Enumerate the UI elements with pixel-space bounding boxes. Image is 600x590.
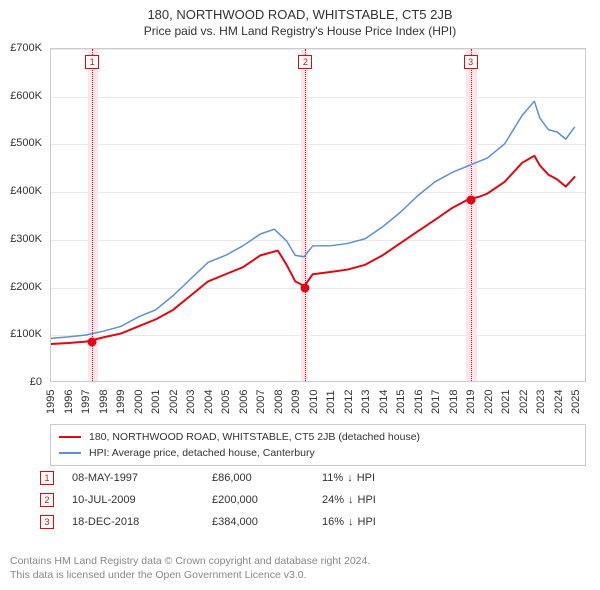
sale-price: £86,000 [212,472,322,484]
page-title: 180, NORTHWOOD ROAD, WHITSTABLE, CT5 2JB [0,0,600,24]
sale-dot-3 [466,195,475,204]
sale-delta: 16%↓HPI [322,516,376,528]
arrow-down-icon: ↓ [347,472,353,484]
x-tick-label: 2013 [360,390,372,414]
sale-row: 2 10-JUL-2009£200,00024%↓HPI [40,489,376,511]
x-tick-label: 2018 [448,390,460,414]
y-tick-label: £300K [10,233,42,245]
sale-date: 08-MAY-1997 [72,472,212,484]
sale-dot-1 [88,337,97,346]
x-tick-label: 2001 [150,390,162,414]
x-tick-label: 2000 [133,390,145,414]
sale-price: £384,000 [212,516,322,528]
page-subtitle: Price paid vs. HM Land Registry's House … [0,24,600,44]
arrow-down-icon: ↓ [348,494,354,506]
x-tick-label: 2005 [220,390,232,414]
x-tick-label: 2020 [483,390,495,414]
y-tick-label: £400K [10,185,42,197]
x-tick-label: 1999 [115,390,127,414]
legend: 180, NORTHWOOD ROAD, WHITSTABLE, CT5 2JB… [50,424,586,466]
sale-index-box: 3 [40,515,54,529]
x-tick-label: 2025 [570,390,582,414]
legend-label: 180, NORTHWOOD ROAD, WHITSTABLE, CT5 2JB… [89,431,420,443]
arrow-down-icon: ↓ [348,516,354,528]
y-tick-label: £700K [10,42,42,54]
sale-price: £200,000 [212,494,322,506]
sales-table: 1 08-MAY-1997£86,00011%↓HPI 2 10-JUL-2009£2… [40,467,376,533]
sale-date: 18-DEC-2018 [72,516,212,528]
x-tick-label: 2017 [430,390,442,414]
sale-row: 1 08-MAY-1997£86,00011%↓HPI [40,467,376,489]
sale-row: 3 18-DEC-2018£384,00016%↓HPI [40,511,376,533]
x-tick-label: 1997 [80,390,92,414]
x-tick-label: 2024 [553,390,565,414]
plot-wrap: 123 [50,48,586,382]
sale-index-box: 2 [40,493,54,507]
footer-line: Contains HM Land Registry data © Crown c… [10,554,370,568]
x-tick-label: 2008 [273,390,285,414]
x-tick-label: 2011 [325,390,337,414]
x-tick-label: 2004 [203,390,215,414]
x-tick-label: 2006 [238,390,250,414]
x-tick-label: 2019 [465,390,477,414]
x-tick-label: 1998 [98,390,110,414]
y-axis: £0£100K£200K£300K£400K£500K£600K£700K [0,48,46,382]
y-tick-label: £600K [10,90,42,102]
x-tick-label: 2012 [343,390,355,414]
sale-date: 10-JUL-2009 [72,494,212,506]
plot-area: 123 [50,48,586,382]
legend-swatch [59,436,81,438]
chart-container: 180, NORTHWOOD ROAD, WHITSTABLE, CT5 2JB… [0,0,600,590]
legend-item: 180, NORTHWOOD ROAD, WHITSTABLE, CT5 2JB… [59,429,577,445]
x-tick-label: 2021 [500,390,512,414]
y-tick-label: £0 [30,376,42,388]
series-svg [51,49,585,381]
x-tick-label: 2015 [395,390,407,414]
x-tick-label: 2009 [290,390,302,414]
sale-delta: 24%↓HPI [322,494,376,506]
attribution-footer: Contains HM Land Registry data © Crown c… [10,554,370,582]
x-tick-label: 2014 [378,390,390,414]
x-tick-label: 2010 [308,390,320,414]
x-tick-label: 2003 [185,390,197,414]
y-tick-label: £200K [10,281,42,293]
sale-index-box: 1 [40,471,54,485]
y-tick-label: £100K [10,328,42,340]
x-tick-label: 2022 [518,390,530,414]
x-tick-label: 2016 [413,390,425,414]
x-tick-label: 1996 [63,390,75,414]
x-tick-label: 2002 [168,390,180,414]
y-tick-label: £500K [10,137,42,149]
sale-delta: 11%↓HPI [322,472,375,484]
sale-dot-2 [301,283,310,292]
legend-item: HPI: Average price, detached house, Cant… [59,445,577,461]
legend-swatch [59,452,81,454]
footer-line: This data is licensed under the Open Gov… [10,568,370,582]
legend-label: HPI: Average price, detached house, Cant… [89,447,315,459]
x-tick-label: 2023 [535,390,547,414]
x-tick-label: 1995 [45,390,57,414]
x-axis: 1995199619971998199920002001200220032004… [50,384,586,424]
x-tick-label: 2007 [255,390,267,414]
